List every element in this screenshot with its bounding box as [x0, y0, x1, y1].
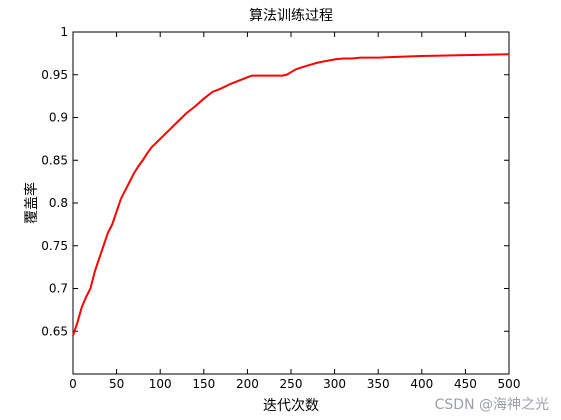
x-tick-label: 500	[498, 377, 521, 391]
x-tick-label: 350	[367, 377, 390, 391]
x-axis: 0 50 100 150 200 250 300 350 400 450 500	[69, 32, 520, 391]
coverage-line	[72, 53, 510, 336]
chart-title: 算法训练过程	[249, 8, 333, 24]
x-tick-label: 400	[410, 377, 433, 391]
y-axis-label: 覆盖率	[23, 182, 40, 224]
x-tick-label: 50	[109, 377, 124, 391]
x-tick-label: 100	[149, 377, 172, 391]
x-tick-label: 450	[454, 377, 477, 391]
x-tick-label: 250	[280, 377, 303, 391]
y-tick-label: 0.8	[49, 196, 68, 210]
x-tick-label: 200	[236, 377, 259, 391]
y-tick-label: 0.65	[41, 324, 68, 338]
x-tick-label: 0	[69, 377, 77, 391]
y-tick-label: 0.85	[41, 153, 68, 167]
x-tick-label: 150	[192, 377, 215, 391]
y-axis: 0.65 0.7 0.75 0.8 0.85 0.9 0.95 1	[41, 25, 509, 338]
x-axis-label: 迭代次数	[263, 398, 319, 414]
x-tick-label: 300	[323, 377, 346, 391]
y-tick-label: 0.9	[49, 111, 68, 125]
y-tick-label: 0.95	[41, 68, 68, 82]
y-tick-label: 1	[60, 25, 68, 39]
y-tick-label: 0.7	[49, 282, 68, 296]
plot-area	[72, 31, 510, 375]
watermark-text: CSDN @海神之光	[434, 397, 549, 413]
y-tick-label: 0.75	[41, 239, 68, 253]
